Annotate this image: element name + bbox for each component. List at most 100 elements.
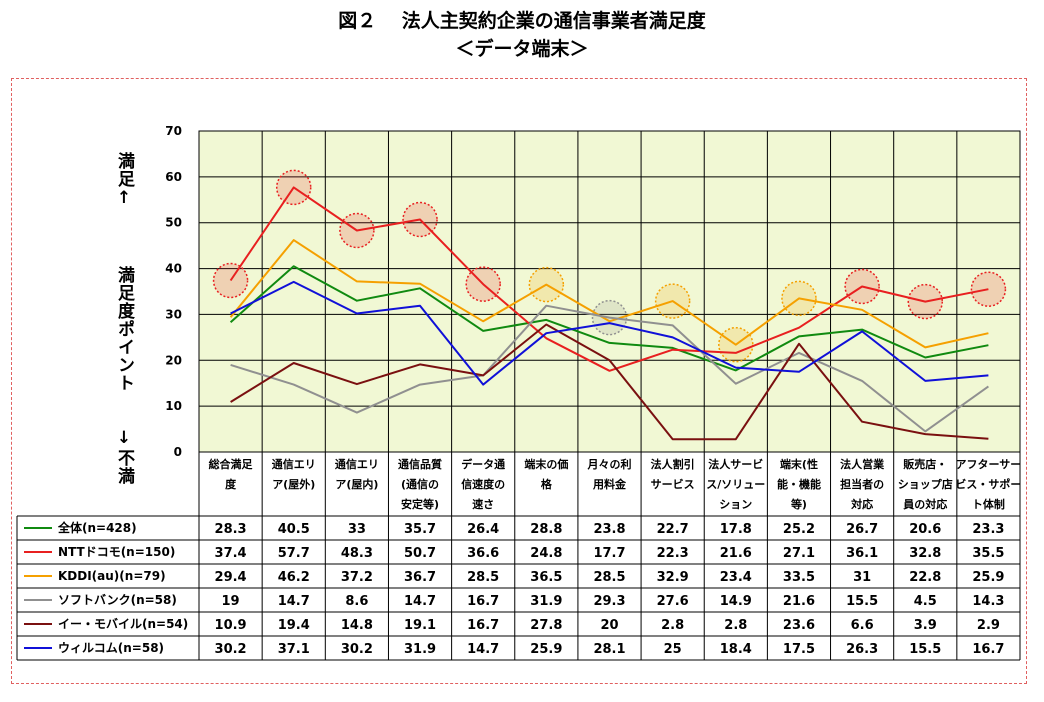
table-cell: 23.4 xyxy=(720,570,752,585)
table-cell: 31 xyxy=(853,570,871,585)
table-cell: 21.6 xyxy=(783,594,815,609)
category-label: 通信エリ xyxy=(335,457,379,471)
table-cell: 29.4 xyxy=(215,570,247,585)
category-label: ス/ソリュー xyxy=(706,478,765,491)
chart-frame xyxy=(11,78,1027,684)
table-cell: 2.9 xyxy=(977,618,1000,633)
table-cell: 35.5 xyxy=(972,546,1004,561)
category-label: アフターサー xyxy=(956,458,1022,471)
category-label: (通信の xyxy=(401,477,439,491)
table-cell: 28.3 xyxy=(215,522,247,537)
table-cell: 28.5 xyxy=(467,570,499,585)
table-cell: 36.1 xyxy=(846,546,878,561)
category-label: 等) xyxy=(790,497,807,511)
table-cell: 18.4 xyxy=(720,642,752,657)
category-label: 法人サービ xyxy=(708,457,763,471)
table-cell: 23.6 xyxy=(783,618,815,633)
category-label: 対応 xyxy=(850,497,873,511)
table-cell: 35.7 xyxy=(404,522,436,537)
table-cell: 17.5 xyxy=(783,642,815,657)
category-label: 端末(性 xyxy=(780,457,818,471)
chart-title: 図２ 法人主契約企業の通信事業者満足度 xyxy=(338,10,706,32)
table-cell: 29.3 xyxy=(593,594,625,609)
y-tick-label: 70 xyxy=(165,124,182,138)
table-cell: 24.8 xyxy=(530,546,562,561)
table-cell: 23.8 xyxy=(593,522,625,537)
table-cell: 15.5 xyxy=(909,642,941,657)
table-cell: 14.7 xyxy=(404,594,436,609)
category-label: データ通 xyxy=(461,457,505,471)
side-label-middle: 満足度ポイント xyxy=(114,266,134,392)
side-label-top: 満足↑ xyxy=(114,152,134,209)
chart-subtitle: ＜データ端末＞ xyxy=(455,38,589,60)
table-cell: 32.8 xyxy=(909,546,941,561)
table-cell: 28.1 xyxy=(593,642,625,657)
table-cell: 2.8 xyxy=(661,618,684,633)
category-label: 用料金 xyxy=(593,477,627,491)
category-label: 能・機能 xyxy=(777,477,821,491)
table-cell: 46.2 xyxy=(278,570,310,585)
series-line-5 xyxy=(230,280,989,386)
table-cell: 14.7 xyxy=(278,594,310,609)
table-cell: 22.7 xyxy=(657,522,689,537)
table-cell: 19.1 xyxy=(404,618,436,633)
category-label: 端末の価 xyxy=(524,457,568,471)
series-line-4 xyxy=(230,323,989,441)
table-cell: 36.7 xyxy=(404,570,436,585)
table-cell: 17.8 xyxy=(720,522,752,537)
y-tick-label: 40 xyxy=(165,262,182,276)
table-cell: 16.7 xyxy=(972,642,1004,657)
table-cell: 33.5 xyxy=(783,570,815,585)
table-cell: 6.6 xyxy=(851,618,874,633)
table-cell: 48.3 xyxy=(341,546,373,561)
table-cell: 22.8 xyxy=(909,570,941,585)
table-cell: 28.5 xyxy=(593,570,625,585)
table-cell: 26.7 xyxy=(846,522,878,537)
side-label-bottom: ↓不満 xyxy=(114,428,134,485)
y-tick-label: 0 xyxy=(174,445,182,459)
category-label: 信速度の xyxy=(461,477,505,491)
table-cell: 32.9 xyxy=(657,570,689,585)
category-label: 通信エリ xyxy=(272,457,316,471)
table-cell: 37.2 xyxy=(341,570,373,585)
table-cell: 4.5 xyxy=(914,594,937,609)
table-cell: 25.2 xyxy=(783,522,815,537)
series-line-2 xyxy=(229,239,989,349)
table-cell: 22.3 xyxy=(657,546,689,561)
category-label: 法人割引 xyxy=(651,457,695,471)
table-cell: 16.7 xyxy=(467,618,499,633)
table-cell: 28.8 xyxy=(530,522,562,537)
table-cell: 3.9 xyxy=(914,618,937,633)
category-label: ショップ店 xyxy=(898,477,953,491)
legend-label: NTTドコモ(n=150) xyxy=(58,545,175,559)
legend-label: ソフトバンク(n=58) xyxy=(58,593,177,607)
category-label: 安定等) xyxy=(401,497,439,511)
plot-area xyxy=(198,130,1021,453)
y-tick-label: 30 xyxy=(165,307,182,321)
table-cell: 30.2 xyxy=(341,642,373,657)
series-line-1 xyxy=(229,186,989,372)
table-cell: 27.1 xyxy=(783,546,815,561)
table-cell: 17.7 xyxy=(593,546,625,561)
table-cell: 31.9 xyxy=(530,594,562,609)
series-line-3 xyxy=(230,304,989,433)
table-cell: 30.2 xyxy=(215,642,247,657)
table-cell: 27.8 xyxy=(530,618,562,633)
table-cell: 25.9 xyxy=(972,570,1004,585)
category-label: ト体制 xyxy=(972,497,1005,511)
legend-label: 全体(n=428) xyxy=(57,520,137,535)
y-tick-label: 10 xyxy=(165,399,182,413)
table-cell: 16.7 xyxy=(467,594,499,609)
table-cell: 14.8 xyxy=(341,618,373,633)
category-label: 法人営業 xyxy=(840,457,885,471)
table-cell: 14.9 xyxy=(720,594,752,609)
table-cell: 15.5 xyxy=(846,594,878,609)
category-label: ア(屋外) xyxy=(272,477,315,491)
table-cell: 36.5 xyxy=(530,570,562,585)
table-cell: 20.6 xyxy=(909,522,941,537)
category-label: ア(屋内) xyxy=(335,477,378,491)
category-label: 通信品質 xyxy=(398,457,442,471)
table-cell: 37.1 xyxy=(278,642,310,657)
y-tick-label: 50 xyxy=(165,216,182,230)
